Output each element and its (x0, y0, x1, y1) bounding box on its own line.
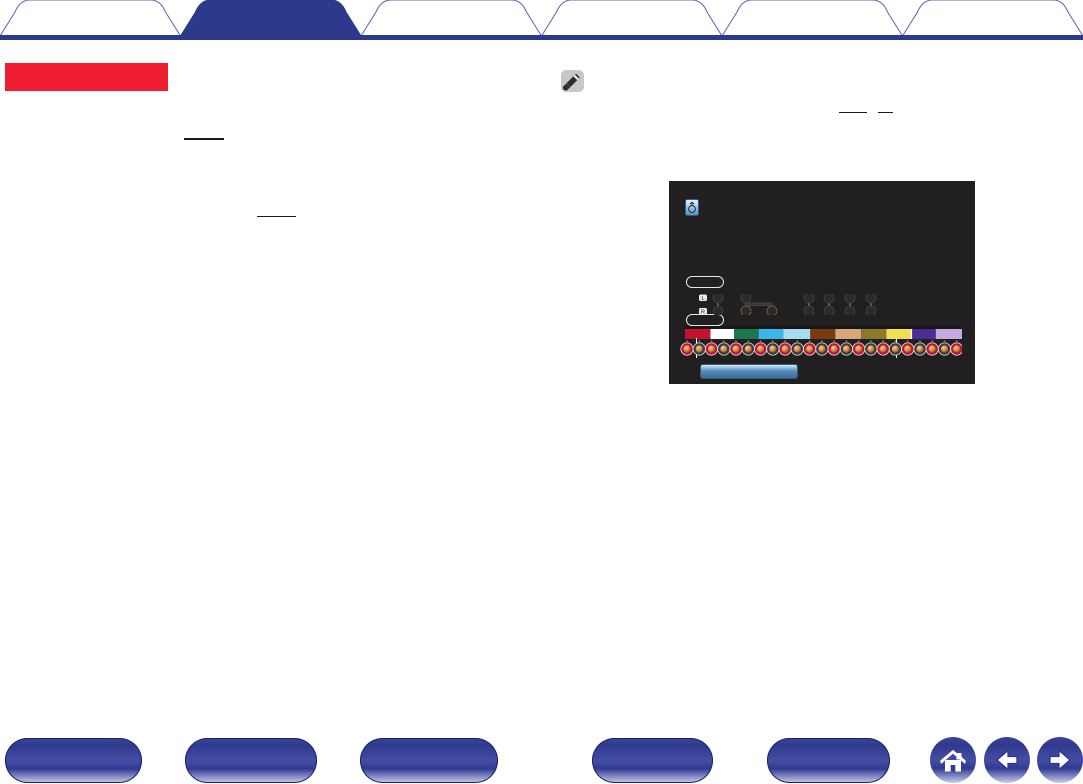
svg-text:L: L (701, 296, 704, 302)
svg-text:R: R (701, 309, 705, 315)
